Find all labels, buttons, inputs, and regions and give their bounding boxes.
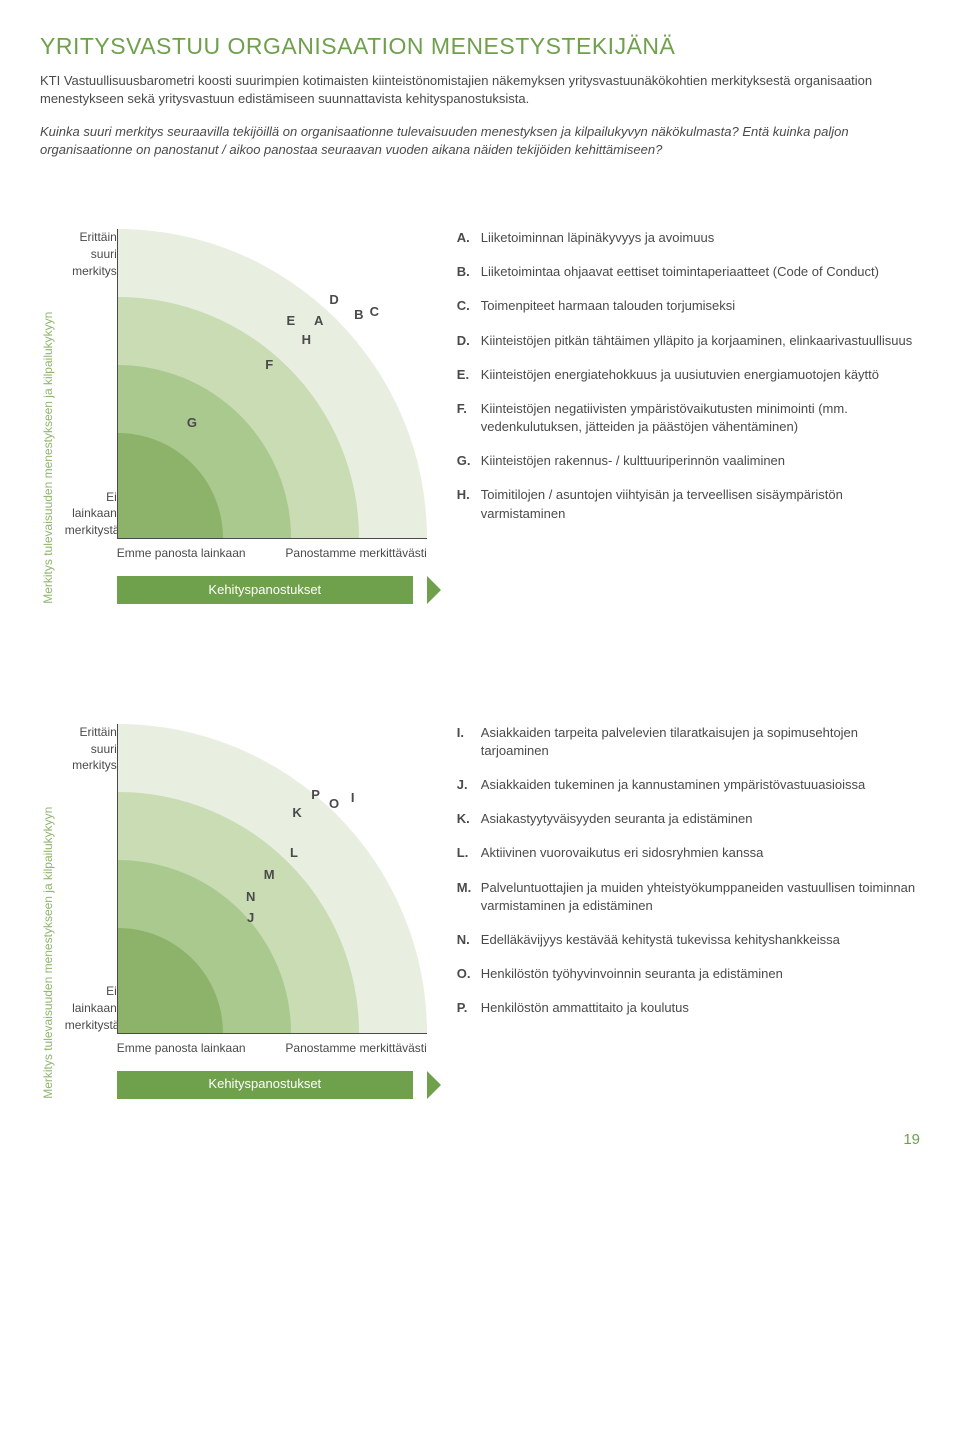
- data-point: K: [292, 804, 301, 822]
- x-axis-title: Kehityspanostukset: [117, 1071, 413, 1099]
- legend-1: A.Liiketoiminnan läpinäkyvyys ja avoimuu…: [457, 229, 920, 604]
- legend-item: G.Kiinteistöjen rakennus- / kulttuuriper…: [457, 452, 920, 470]
- data-point: A: [314, 313, 323, 331]
- legend-text: Liiketoiminnan läpinäkyvyys ja avoimuus: [481, 229, 714, 247]
- legend-letter: O.: [457, 965, 481, 983]
- x-tick-left: Emme panosta lainkaan: [117, 545, 246, 562]
- legend-letter: C.: [457, 297, 481, 315]
- legend-item: L.Aktiivinen vuorovaikutus eri sidosryhm…: [457, 844, 920, 862]
- legend-item: N.Edelläkävijyys kestävää kehitystä tuke…: [457, 931, 920, 949]
- legend-letter: E.: [457, 366, 481, 384]
- x-axis-title: Kehityspanostukset: [117, 576, 413, 604]
- legend-item: D.Kiinteistöjen pitkän tähtäimen ylläpit…: [457, 332, 920, 350]
- radial-plot-1: A BC D E F G H: [117, 229, 427, 539]
- data-point: P: [311, 786, 320, 804]
- legend-text: Liiketoimintaa ohjaavat eettiset toimint…: [481, 263, 879, 281]
- legend-2: I.Asiakkaiden tarpeita palvelevien tilar…: [457, 724, 920, 1099]
- chart-section-1: Merkitys tulevaisuuden menestykseen ja k…: [40, 229, 920, 604]
- data-point: I: [351, 789, 355, 807]
- legend-item: M.Palveluntuottajien ja muiden yhteistyö…: [457, 879, 920, 915]
- legend-item: A.Liiketoiminnan läpinäkyvyys ja avoimuu…: [457, 229, 920, 247]
- legend-item: O.Henkilöstön työhyvinvoinnin seuranta j…: [457, 965, 920, 983]
- data-point: E: [286, 313, 295, 331]
- legend-text: Toimitilojen / asuntojen viihtyisän ja t…: [481, 486, 920, 522]
- data-point: L: [290, 844, 298, 862]
- y-tick-top: Erittäin suuri merkitys: [65, 229, 117, 279]
- data-point: O: [329, 795, 339, 813]
- legend-letter: P.: [457, 999, 481, 1017]
- legend-letter: K.: [457, 810, 481, 828]
- data-point: G: [187, 415, 197, 433]
- intro-text: KTI Vastuullisuusbarometri koosti suurim…: [40, 72, 900, 108]
- y-axis-label: Merkitys tulevaisuuden menestykseen ja k…: [40, 229, 57, 604]
- data-point: M: [264, 866, 275, 884]
- x-tick-right: Panostamme merkittävästi: [285, 545, 426, 562]
- chart-section-2: Merkitys tulevaisuuden menestykseen ja k…: [40, 724, 920, 1099]
- legend-text: Asiakkaiden tukeminen ja kannustaminen y…: [481, 776, 865, 794]
- legend-text: Henkilöstön työhyvinvoinnin seuranta ja …: [481, 965, 783, 983]
- y-tick-bottom: Ei lainkaan merkitystä: [65, 983, 117, 1033]
- data-point: D: [329, 291, 338, 309]
- radial-plot-2: I J K LMN OP: [117, 724, 427, 1034]
- legend-item: H.Toimitilojen / asuntojen viihtyisän ja…: [457, 486, 920, 522]
- data-point: F: [265, 356, 273, 374]
- legend-letter: J.: [457, 776, 481, 794]
- legend-letter: N.: [457, 931, 481, 949]
- question-text: Kuinka suuri merkitys seuraavilla tekijö…: [40, 123, 900, 159]
- legend-text: Aktiivinen vuorovaikutus eri sidosryhmie…: [481, 844, 764, 862]
- y-axis-label: Merkitys tulevaisuuden menestykseen ja k…: [40, 724, 57, 1099]
- legend-text: Kiinteistöjen energiatehokkuus ja uusiut…: [481, 366, 879, 384]
- legend-letter: H.: [457, 486, 481, 522]
- legend-item: E.Kiinteistöjen energiatehokkuus ja uusi…: [457, 366, 920, 384]
- x-tick-left: Emme panosta lainkaan: [117, 1040, 246, 1057]
- page-number: 19: [40, 1129, 920, 1150]
- legend-text: Edelläkävijyys kestävää kehitystä tukevi…: [481, 931, 840, 949]
- legend-item: P.Henkilöstön ammattitaito ja koulutus: [457, 999, 920, 1017]
- legend-text: Asiakastyytyväisyyden seuranta ja edistä…: [481, 810, 753, 828]
- legend-text: Kiinteistöjen negatiivisten ympäristövai…: [481, 400, 920, 436]
- data-point: H: [302, 331, 311, 349]
- arrow-right-icon: [427, 1071, 441, 1099]
- legend-item: F.Kiinteistöjen negatiivisten ympäristöv…: [457, 400, 920, 436]
- legend-text: Toimenpiteet harmaan talouden torjumisek…: [481, 297, 735, 315]
- legend-letter: B.: [457, 263, 481, 281]
- legend-text: Asiakkaiden tarpeita palvelevien tilarat…: [481, 724, 920, 760]
- legend-letter: D.: [457, 332, 481, 350]
- legend-letter: M.: [457, 879, 481, 915]
- legend-text: Henkilöstön ammattitaito ja koulutus: [481, 999, 689, 1017]
- y-tick-bottom: Ei lainkaan merkitystä: [65, 489, 117, 539]
- x-tick-right: Panostamme merkittävästi: [285, 1040, 426, 1057]
- data-point: B: [354, 306, 363, 324]
- legend-item: C.Toimenpiteet harmaan talouden torjumis…: [457, 297, 920, 315]
- legend-item: B.Liiketoimintaa ohjaavat eettiset toimi…: [457, 263, 920, 281]
- legend-item: J.Asiakkaiden tukeminen ja kannustaminen…: [457, 776, 920, 794]
- legend-text: Kiinteistöjen pitkän tähtäimen ylläpito …: [481, 332, 912, 350]
- legend-letter: A.: [457, 229, 481, 247]
- legend-letter: I.: [457, 724, 481, 760]
- data-point: N: [246, 888, 255, 906]
- legend-letter: G.: [457, 452, 481, 470]
- legend-text: Palveluntuottajien ja muiden yhteistyöku…: [481, 879, 920, 915]
- legend-letter: L.: [457, 844, 481, 862]
- arrow-right-icon: [427, 576, 441, 604]
- legend-text: Kiinteistöjen rakennus- / kulttuuriperin…: [481, 452, 785, 470]
- legend-item: I.Asiakkaiden tarpeita palvelevien tilar…: [457, 724, 920, 760]
- page-title: YRITYSVASTUU ORGANISAATION MENESTYSTEKIJ…: [40, 30, 920, 62]
- data-point: C: [370, 303, 379, 321]
- legend-item: K.Asiakastyytyväisyyden seuranta ja edis…: [457, 810, 920, 828]
- legend-letter: F.: [457, 400, 481, 436]
- y-tick-top: Erittäin suuri merkitys: [65, 724, 117, 774]
- data-point: J: [247, 909, 254, 927]
